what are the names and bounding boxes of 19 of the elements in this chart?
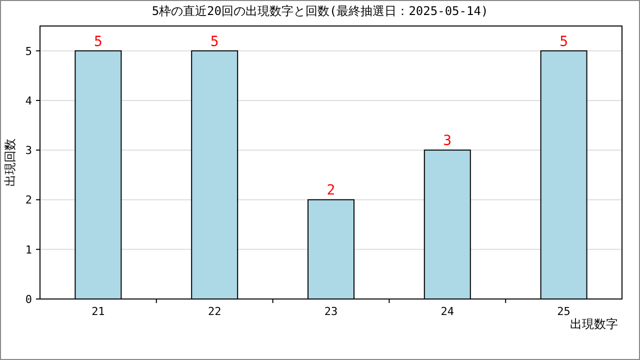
y-tick-label: 1: [25, 243, 32, 256]
chart-title: 5枠の直近20回の出現数字と回数(最終抽選日：2025-05-14): [152, 4, 488, 18]
x-tick-label: 23: [324, 305, 338, 318]
y-tick-label: 0: [25, 293, 32, 306]
y-axis-title: 出現回数: [3, 138, 17, 186]
data-label: 3: [443, 133, 452, 150]
data-label: 5: [210, 34, 219, 50]
x-axis-title: 出現数字: [570, 317, 618, 331]
x-tick-label: 22: [208, 305, 222, 318]
data-label: 2: [326, 182, 336, 199]
data-label: 5: [94, 34, 102, 50]
data-label: 5: [560, 34, 568, 50]
x-tick-label: 21: [92, 305, 105, 318]
y-tick-label: 5: [25, 44, 32, 58]
y-tick-label: 3: [25, 144, 32, 158]
x-tick-label: 24: [440, 305, 454, 318]
x-tick-label: 25: [557, 305, 570, 318]
y-tick-label: 2: [25, 194, 32, 207]
y-tick-label: 4: [25, 94, 32, 108]
